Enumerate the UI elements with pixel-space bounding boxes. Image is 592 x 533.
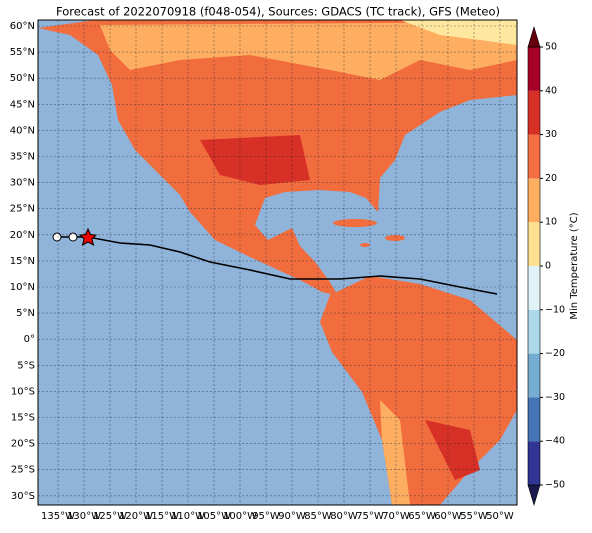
lat-label: 5°S [17, 360, 35, 371]
colorbar-segment [528, 47, 540, 91]
colorbar-segment [528, 134, 540, 179]
lon-label: 55°W [460, 511, 488, 522]
graticule [38, 20, 517, 505]
lat-label: 10°N [10, 282, 35, 293]
lat-label: 40°N [10, 125, 35, 136]
north-cold [100, 22, 517, 80]
colorbar-tick-label: 10 [545, 217, 557, 228]
andes [380, 400, 410, 505]
colorbar-tick-label: −30 [545, 392, 565, 403]
lat-label: 50°N [10, 73, 35, 84]
colorbar-segment [528, 309, 540, 354]
colorbar-tick-label: 0 [545, 261, 551, 272]
colorbar-segment [528, 90, 540, 135]
colorbar-segment [528, 266, 540, 310]
title: Forecast of 2022070918 (f048-054), Sourc… [56, 5, 500, 19]
track-point [68, 232, 78, 242]
lat-label: 10°S [11, 386, 35, 397]
lon-label: 125°W [93, 511, 127, 522]
lat-label: 15°S [11, 413, 35, 424]
cuba [333, 219, 377, 227]
lon-label: 115°W [145, 511, 179, 522]
lat-label: 30°N [10, 178, 35, 189]
lon-label: 85°W [304, 511, 332, 522]
lat-label: 30°S [11, 491, 35, 502]
colorbar-tick-label: −40 [545, 436, 565, 447]
lon-label: 50°W [486, 511, 514, 522]
lat-label: 25°N [10, 204, 35, 215]
colorbar-tick-label: 20 [545, 173, 557, 184]
colorbar-extend-bottom [527, 484, 541, 507]
hot-region [200, 135, 310, 185]
lat-label: 45°N [10, 99, 35, 110]
lon-label: 65°W [408, 511, 436, 522]
lat-label: 0° [24, 334, 35, 345]
colorbar-tick-label: 40 [545, 85, 557, 96]
colorbar-segment [528, 397, 540, 442]
lat-label: 35°N [10, 152, 35, 163]
lat-label: 15°N [10, 256, 35, 267]
colorbar-segment [528, 441, 540, 485]
lat-label: 55°N [10, 47, 35, 58]
lat-label: 5°N [16, 308, 35, 319]
colorbar-tick-label: 30 [545, 129, 557, 140]
lat-label: 20°S [11, 439, 35, 450]
map-frame [37, 19, 518, 506]
lon-label: 110°W [171, 511, 205, 522]
hispaniola [385, 235, 405, 241]
lon-label: 100°W [223, 511, 257, 522]
colorbar-segment [528, 222, 540, 266]
lon-label: 95°W [252, 511, 280, 522]
jamaica [360, 243, 370, 247]
lon-label: 60°W [434, 511, 462, 522]
lon-label: 80°W [330, 511, 358, 522]
colorbar-tick-label: −20 [545, 348, 565, 359]
lat-label: 25°S [11, 465, 35, 476]
colorbar-tick-label: −50 [545, 480, 565, 491]
lon-label: 75°W [356, 511, 384, 522]
map [37, 19, 518, 506]
colorbar-tick-label: 50 [545, 42, 557, 53]
colorbar-segment [528, 178, 540, 223]
colorbar: 50 40 30 20 10 0 −10 −20 −30 −40 −50 Min Temperatur… [527, 25, 580, 507]
track-point [52, 232, 62, 242]
colorbar-tick-label: −10 [545, 304, 565, 315]
colorbar-segment [528, 353, 540, 398]
hot-region-south [425, 420, 480, 480]
lon-label: 120°W [119, 511, 153, 522]
colorbar-extend-top [527, 25, 541, 48]
lon-label: 90°W [278, 511, 306, 522]
lon-label: 135°W [41, 511, 75, 522]
lon-label: 130°W [67, 511, 101, 522]
lon-label: 70°W [382, 511, 410, 522]
colorbar-label: Min Temperature (°C) [569, 212, 580, 319]
lat-label: 60°N [10, 21, 35, 32]
lat-label: 20°N [10, 230, 35, 241]
lon-label: 105°W [197, 511, 231, 522]
